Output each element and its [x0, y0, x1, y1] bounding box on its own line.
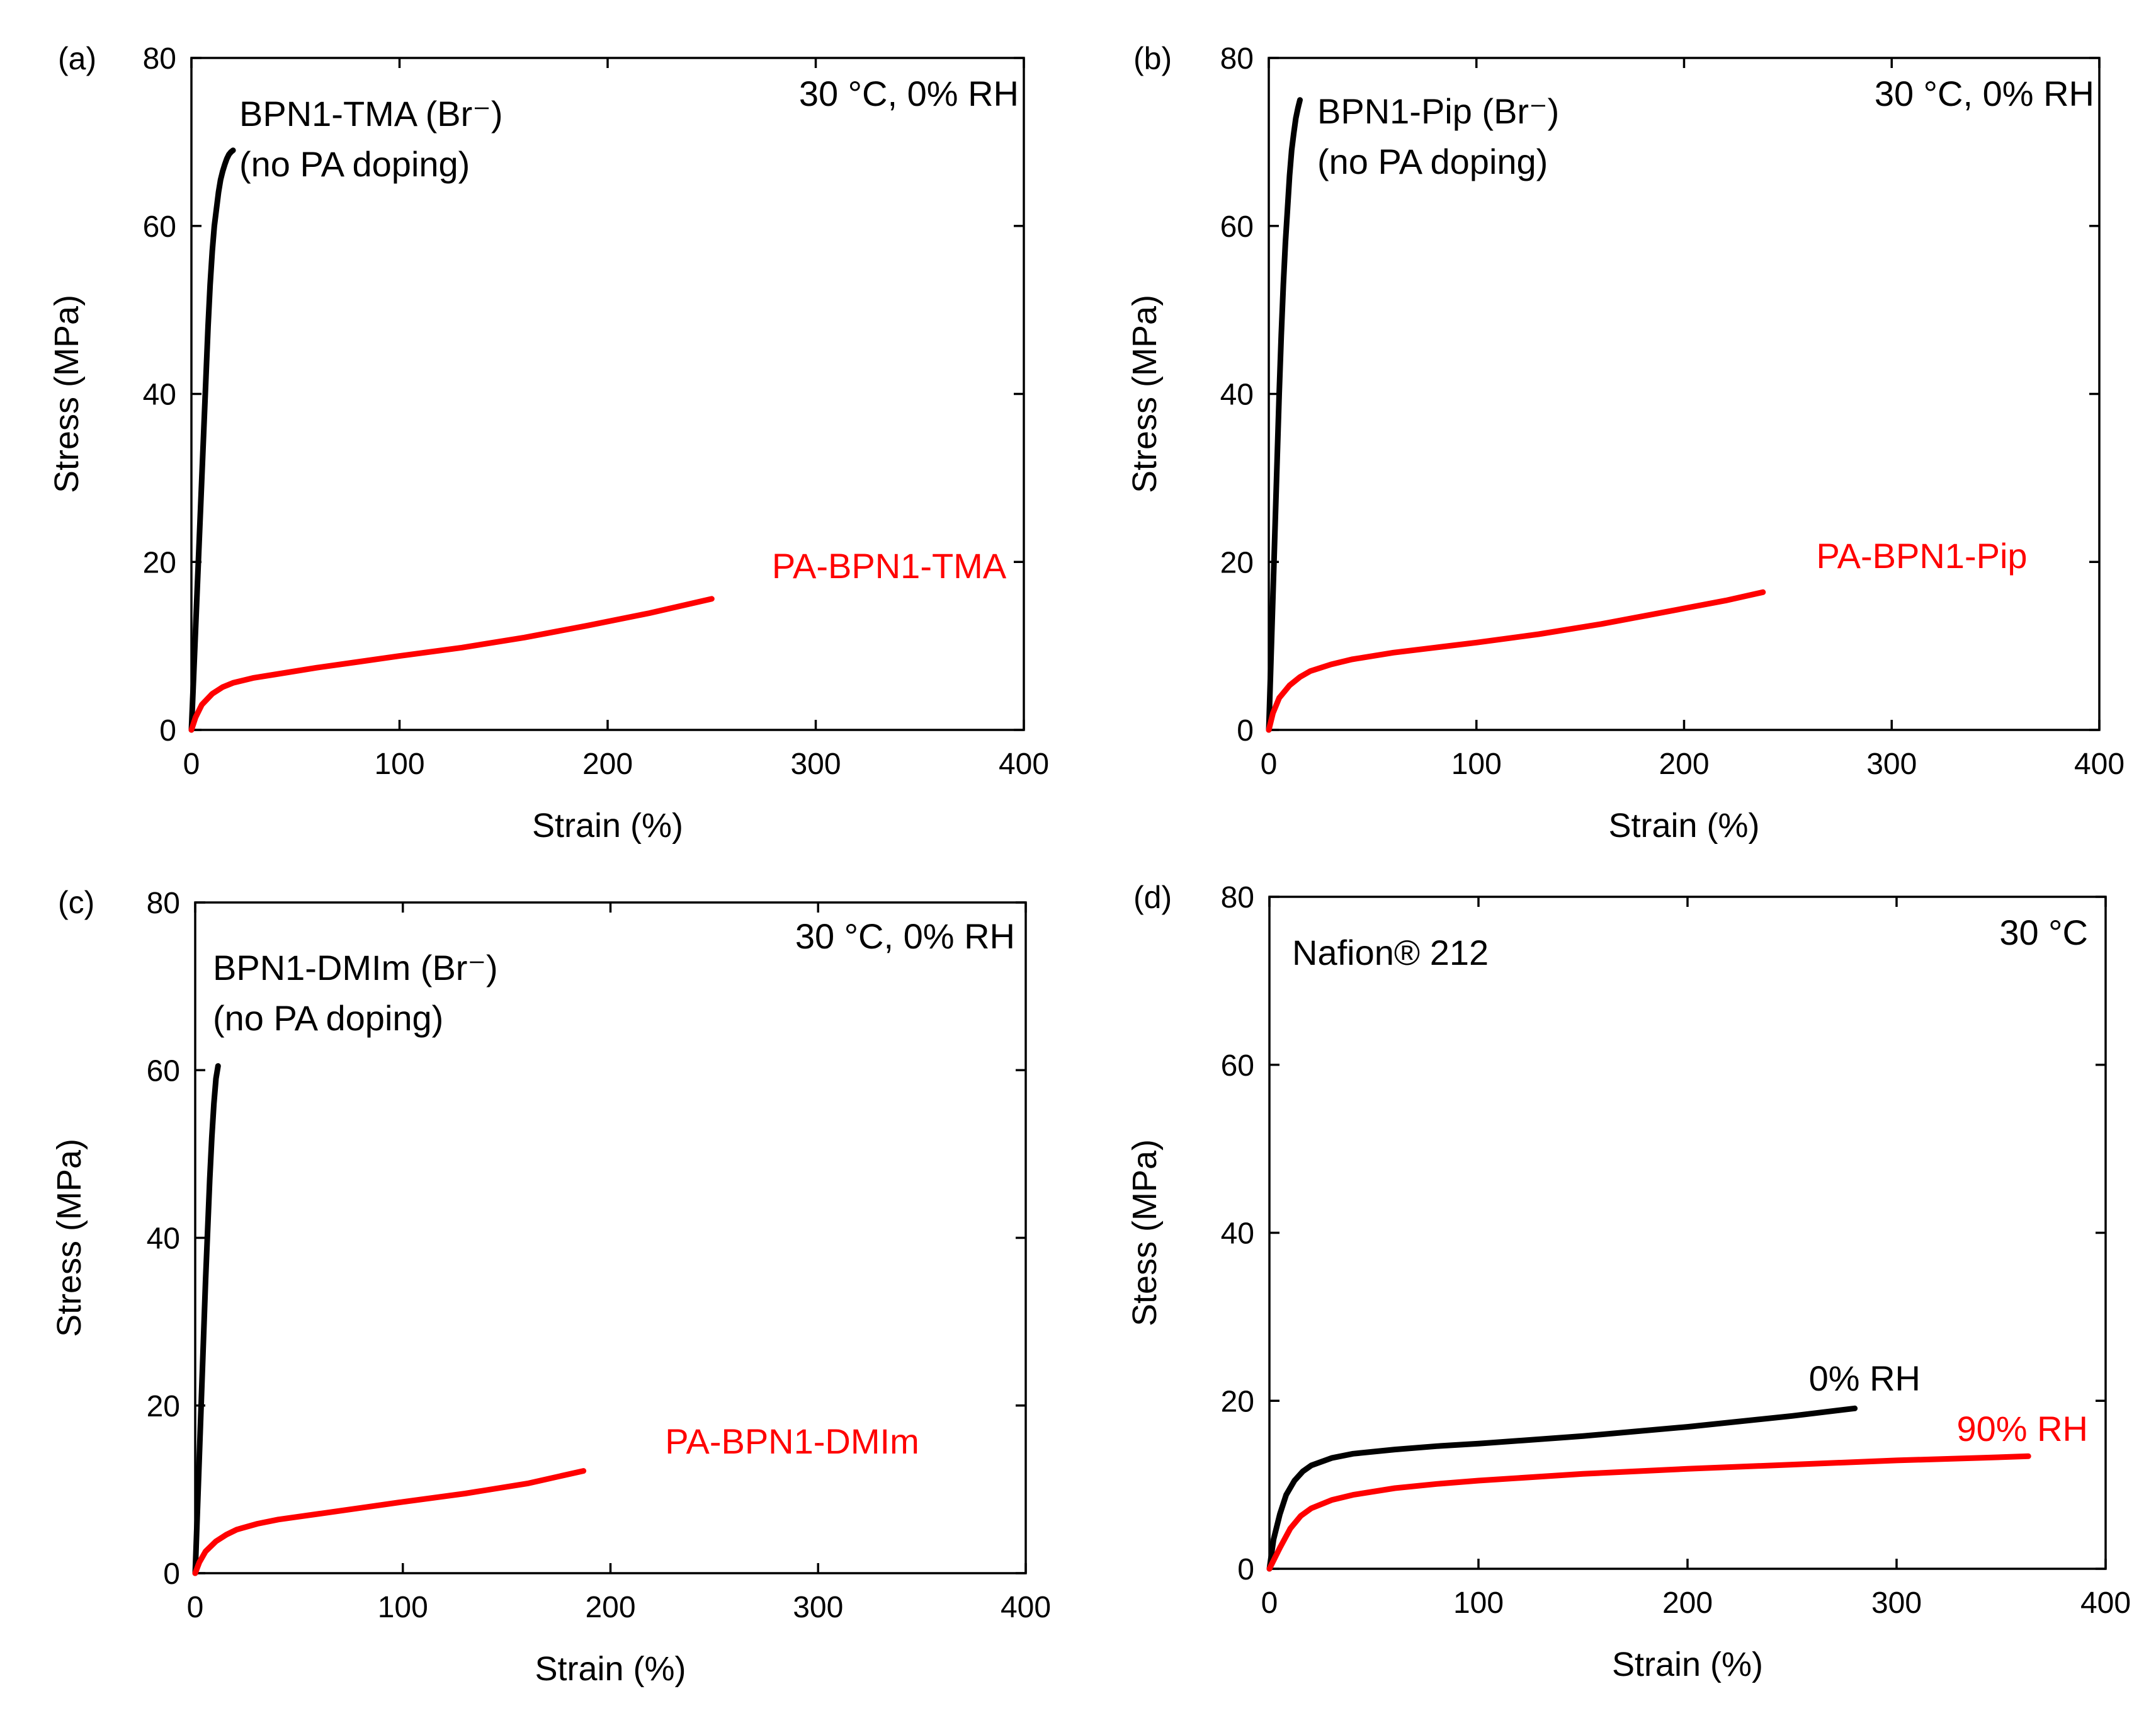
condition-label: 30 °C: [1999, 913, 2088, 952]
series-label: PA-BPN1-TMA: [772, 546, 1007, 586]
y-axis-title: Stress (MPa): [1126, 295, 1164, 493]
y-tick-label: 40: [143, 378, 176, 412]
x-tick-label: 0: [1261, 1586, 1278, 1620]
y-tick-label: 40: [147, 1222, 180, 1256]
y-tick-label: 80: [143, 42, 176, 76]
series-label: BPN1-DMIm (Br⁻): [213, 948, 498, 987]
x-tick-label: 400: [2080, 1586, 2131, 1620]
y-tick-label: 40: [1220, 378, 1254, 412]
series-line: [1266, 1453, 2031, 1572]
x-tick-label: 0: [1261, 748, 1278, 781]
panel-label: (c): [58, 885, 94, 920]
y-axis-title: Stress (MPa): [48, 295, 86, 493]
y-tick-label: 60: [143, 210, 176, 244]
y-tick-label: 0: [159, 714, 176, 748]
x-axis-title: Strain (%): [1612, 1646, 1763, 1683]
y-tick-label: 80: [147, 887, 180, 920]
x-tick-label: 100: [1451, 748, 1502, 781]
x-tick-label: 200: [582, 748, 633, 781]
x-tick-label: 300: [1866, 748, 1917, 781]
x-tick-label: 400: [1001, 1591, 1051, 1624]
condition-label: 30 °C, 0% RH: [795, 916, 1015, 956]
y-tick-label: 60: [1221, 1049, 1254, 1083]
x-tick-label: 200: [585, 1591, 635, 1624]
condition-label: 30 °C, 0% RH: [799, 74, 1019, 113]
x-tick-label: 400: [999, 748, 1049, 781]
condition-label: 30 °C, 0% RH: [1875, 74, 2094, 113]
series-label: (no PA doping): [213, 998, 443, 1038]
y-axis-title: Stress (MPa): [50, 1139, 88, 1337]
x-tick-label: 0: [183, 748, 200, 781]
series-label: BPN1-Pip (Br⁻): [1317, 91, 1559, 131]
y-tick-label: 20: [147, 1390, 180, 1423]
panel-a: 0 100 200 300 400 0 20 40 60 80 Strain (%) Stress (…: [48, 41, 1049, 845]
series-line: [188, 147, 236, 733]
x-tick-label: 100: [378, 1591, 428, 1624]
y-tick-label: 0: [163, 1557, 180, 1591]
x-axis-title: Strain (%): [532, 807, 683, 845]
y-tick-label: 20: [1220, 546, 1254, 579]
x-tick-label: 300: [793, 1591, 843, 1624]
series-label: PA-BPN1-Pip: [1816, 536, 2027, 576]
x-axis-title: Strain (%): [1608, 807, 1759, 845]
x-tick-label: 100: [374, 748, 424, 781]
x-tick-label: 0: [187, 1591, 204, 1624]
series-line: [192, 1468, 587, 1576]
series-label: PA-BPN1-DMIm: [665, 1421, 919, 1461]
series-label: 0% RH: [1809, 1358, 1921, 1398]
y-tick-label: 0: [1237, 1553, 1254, 1586]
panel-d: 0 100 200 300 400 0 20 40 60 80 Strain (%) Stess (M…: [1126, 880, 2131, 1683]
panel-c: 0 100 200 300 400 0 20 40 60 80 Strain (%) Stress (…: [50, 885, 1051, 1688]
y-tick-label: 20: [143, 546, 176, 579]
x-tick-label: 200: [1659, 748, 1709, 781]
panel-label: (d): [1133, 880, 1172, 915]
x-tick-label: 100: [1453, 1586, 1504, 1620]
series-line: [1266, 589, 1766, 733]
y-axis-title: Stess (MPa): [1126, 1139, 1164, 1326]
y-tick-label: 60: [147, 1054, 180, 1088]
material-label: Nafion® 212: [1292, 933, 1489, 972]
panel-label: (a): [58, 41, 96, 76]
x-axis-title: Strain (%): [535, 1650, 686, 1688]
series-label: (no PA doping): [239, 144, 470, 184]
series-line: [192, 1063, 221, 1576]
x-tick-label: 200: [1662, 1586, 1713, 1620]
y-tick-label: 60: [1220, 210, 1254, 244]
y-tick-label: 0: [1237, 714, 1254, 748]
x-tick-label: 300: [790, 748, 841, 781]
x-tick-label: 400: [2074, 748, 2125, 781]
series-label: 90% RH: [1956, 1409, 2088, 1448]
series-label: (no PA doping): [1317, 142, 1548, 181]
y-tick-label: 20: [1221, 1385, 1254, 1418]
series-line: [1266, 97, 1303, 733]
y-tick-label: 80: [1220, 42, 1254, 76]
x-tick-label: 300: [1871, 1586, 1922, 1620]
series-line: [1266, 1405, 1858, 1572]
y-tick-label: 80: [1221, 881, 1254, 914]
series-label: BPN1-TMA (Br⁻): [239, 94, 502, 134]
series-line: [188, 596, 715, 733]
panel-label: (b): [1133, 41, 1172, 76]
panel-b: 0 100 200 300 400 0 20 40 60 80 Strain (%) Stress (…: [1126, 41, 2125, 845]
y-tick-label: 40: [1221, 1217, 1254, 1251]
